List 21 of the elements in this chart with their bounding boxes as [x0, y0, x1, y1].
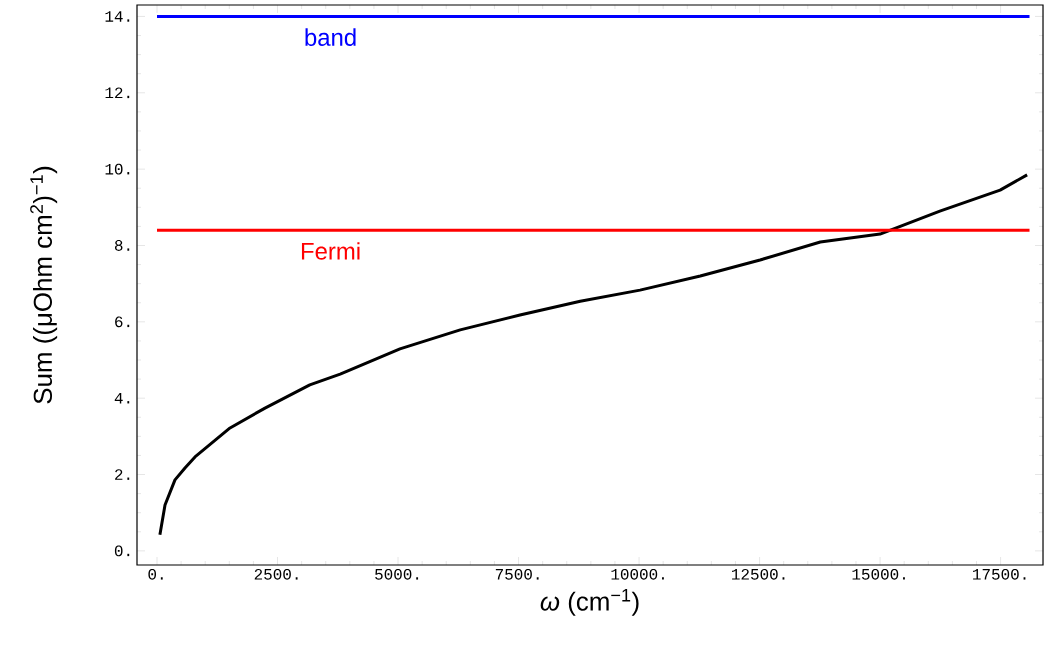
x-tick-label: 7500. [495, 568, 539, 580]
y-tick-label: 2. [115, 469, 130, 480]
y-axis-title: Sum ((μOhm cm$^{2}$)$^{−1}$) [30, 166, 58, 404]
x-tick-label: 17500. [973, 568, 1026, 580]
y-tick-label: 8. [114, 240, 130, 251]
x-tick-label: 12500. [732, 568, 785, 580]
y-tick-label: 4. [114, 392, 130, 404]
x-tick-label: 0. [148, 568, 163, 580]
x-tick-label: 10000. [611, 568, 664, 580]
x-axis-title: ω (cm$^{−1}$) [540, 588, 639, 616]
ref-line-label: band [305, 28, 356, 46]
x-tick-label: 2500. [254, 568, 298, 580]
line-series [158, 173, 1029, 537]
y-tick-label: 6. [115, 316, 130, 328]
ref-line-label: Fermi [301, 242, 360, 260]
x-tick-label: 5000. [375, 568, 419, 580]
y-tick-label: 14. [105, 11, 130, 22]
y-tick-label: 0. [114, 545, 130, 557]
x-tick-label: 15000. [852, 568, 905, 580]
y-tick-label: 10. [105, 163, 130, 175]
y-tick-label: 12. [105, 87, 130, 99]
